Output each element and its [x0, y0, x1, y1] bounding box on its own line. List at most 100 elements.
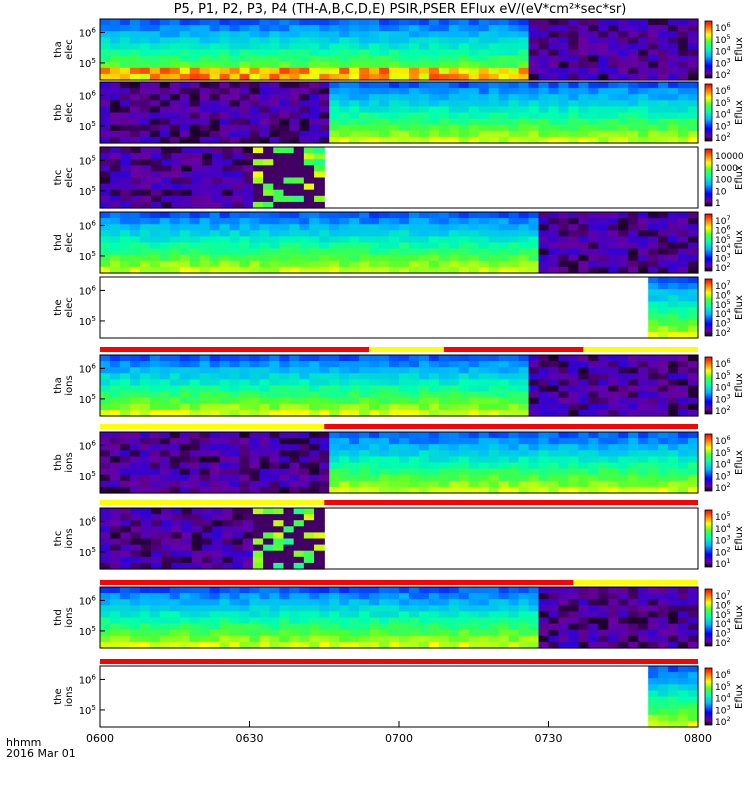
spectrogram-bin	[488, 623, 500, 631]
spectrogram-bin	[458, 480, 470, 488]
spectrogram-bin	[209, 88, 221, 95]
spectrogram-bin	[478, 641, 490, 649]
spectrogram-bin	[109, 462, 121, 470]
spectrogram-bin	[283, 514, 295, 521]
spectrogram-bin	[478, 218, 490, 225]
spectrogram-bin	[259, 218, 271, 225]
x-axis: 0600 0630 0700 0730 0800	[86, 721, 712, 745]
spectrogram-bin	[478, 94, 490, 101]
spectrogram-bin	[538, 623, 550, 631]
spectrogram-bin	[628, 248, 639, 256]
spectrogram-bin	[189, 248, 201, 256]
spectrogram-bin	[498, 218, 510, 225]
spectrogram-bin	[588, 379, 599, 387]
spectrogram-bin	[161, 183, 172, 191]
spectrogram-bin	[181, 159, 193, 166]
spectrogram-bin	[508, 468, 520, 476]
spectrogram-bin	[438, 260, 450, 268]
panel-frame	[99, 354, 699, 417]
spectrogram-bin	[212, 532, 223, 540]
colorbar-tick-label: 106	[715, 223, 731, 236]
spectrogram-bin	[303, 201, 315, 209]
mode-bar-segment	[573, 580, 698, 585]
spectrogram-bin	[478, 623, 490, 631]
spectrogram-bin	[359, 391, 370, 399]
spectrogram-bin	[150, 520, 162, 527]
spectrogram-bin	[249, 106, 261, 114]
panels-group: thaelec106105106105104103102Efluxthbelec…	[53, 18, 745, 728]
spectrogram-bin	[668, 355, 679, 362]
spectrogram-bin	[189, 88, 201, 95]
spectrogram-bin	[222, 550, 234, 558]
spectrogram-bin	[100, 355, 111, 362]
spectrogram-bin	[488, 31, 500, 38]
spectrogram-bin	[688, 617, 699, 625]
spectrogram-bin	[329, 94, 340, 101]
spectrogram-bin	[538, 25, 550, 32]
spectrogram-bin	[369, 25, 380, 32]
spectrogram-bin	[289, 480, 300, 488]
spectrogram-bin	[648, 599, 659, 606]
spectrogram-bin	[688, 230, 699, 237]
spectrogram-bin	[149, 593, 161, 600]
spectrogram-bin	[648, 450, 659, 457]
spectrogram-bin	[229, 462, 241, 470]
spectrogram-bin	[222, 195, 234, 203]
spectrogram-bin	[668, 136, 679, 144]
spectrogram-bin	[359, 136, 370, 144]
spectrogram-bin	[199, 266, 211, 274]
spectrogram-bin	[249, 623, 261, 631]
spectrogram-bin	[548, 82, 560, 89]
spectrogram-bin	[159, 641, 171, 649]
spectrogram-bin	[678, 635, 689, 643]
spectrogram-bin	[161, 165, 172, 172]
spectrogram-bin	[408, 19, 420, 26]
spectrogram-bin	[189, 432, 201, 439]
spectrogram-bin	[488, 212, 500, 219]
spectrogram-bin	[329, 55, 340, 63]
spectrogram-bin	[359, 599, 370, 606]
spectrogram-bin	[578, 31, 589, 38]
spectrogram-bin	[648, 283, 659, 290]
spectrogram-bin	[488, 248, 500, 256]
spectrogram-bin	[408, 605, 420, 612]
spectrogram-bin	[314, 556, 325, 564]
spectrogram-bin	[293, 177, 305, 185]
spectrogram-bin	[498, 124, 510, 132]
spectrogram-bin	[379, 130, 390, 138]
spectrogram-bin	[688, 325, 699, 333]
spectrogram-bin	[269, 432, 280, 439]
spectrogram-bin	[648, 385, 659, 393]
spectrogram-bin	[279, 25, 290, 32]
y-tick-label: 105	[79, 249, 96, 263]
spectrogram-bin	[628, 474, 639, 482]
spectrogram-bin	[448, 248, 460, 256]
spectrogram-bin	[688, 708, 699, 716]
spectrogram-bin	[219, 587, 231, 594]
spectrogram-bin	[349, 254, 360, 262]
spectrogram-bin	[498, 61, 510, 69]
spectrogram-bin	[359, 248, 370, 256]
spectrogram-bin	[389, 106, 400, 114]
spectrogram-bin	[109, 82, 121, 89]
spectrogram-bin	[438, 106, 450, 114]
spectrogram-bin	[448, 260, 460, 268]
spectrogram-bin	[628, 450, 639, 457]
spectrogram-bin	[588, 136, 599, 144]
spectrogram-bin	[309, 254, 320, 262]
colorbar-tick-label: 102	[715, 326, 731, 339]
spectrogram-bin	[628, 367, 639, 374]
spectrogram-bin	[618, 218, 629, 225]
spectrogram-bin	[219, 486, 231, 494]
spectrogram-bin	[100, 147, 111, 154]
spectrogram-bin	[668, 277, 679, 284]
spectrogram-bin	[418, 593, 430, 600]
spectrogram-bin	[161, 195, 172, 203]
spectrogram-bin	[219, 391, 231, 399]
spectrogram-bin	[399, 212, 410, 219]
spectrogram-bin	[588, 462, 599, 470]
spectrogram-bin	[678, 31, 689, 38]
spectrogram-bin	[179, 43, 191, 51]
spectrogram-bin	[349, 212, 360, 219]
spectrogram-bin	[588, 391, 599, 399]
